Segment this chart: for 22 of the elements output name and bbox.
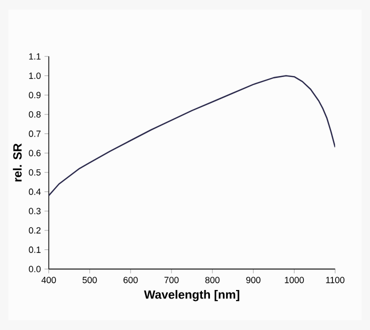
y-axis-title: rel. SR	[12, 143, 22, 182]
x-tick-label: 500	[82, 276, 97, 284]
y-tick-label: 0.3	[28, 208, 41, 214]
x-axis-title: Wavelength [nm]	[144, 290, 240, 302]
y-tick-label: 0.1	[28, 246, 41, 253]
x-tick-label: 700	[164, 276, 179, 284]
y-tick-label: 1.1	[29, 53, 41, 60]
y-tick-label: 0.7	[28, 130, 41, 137]
y-tick-label: 0.9	[28, 92, 41, 98]
x-tick-label: 800	[205, 276, 220, 284]
y-tick-label: 0.6	[28, 150, 41, 156]
y-tick-label: 0.5	[28, 169, 41, 176]
y-tick-label: 0.2	[28, 227, 41, 234]
x-tick-label: 1100	[326, 276, 344, 284]
x-tick-label: 600	[124, 276, 138, 284]
y-tick-label: 0.0	[28, 266, 41, 272]
x-tick-label: 900	[246, 276, 260, 284]
y-tick-label: 0.8	[28, 111, 41, 118]
y-tick-label: 0.4	[28, 188, 41, 195]
x-tick-label: 400	[41, 276, 56, 284]
x-tick-label: 1000	[284, 276, 304, 284]
y-tick-label: 1.0	[29, 72, 41, 79]
